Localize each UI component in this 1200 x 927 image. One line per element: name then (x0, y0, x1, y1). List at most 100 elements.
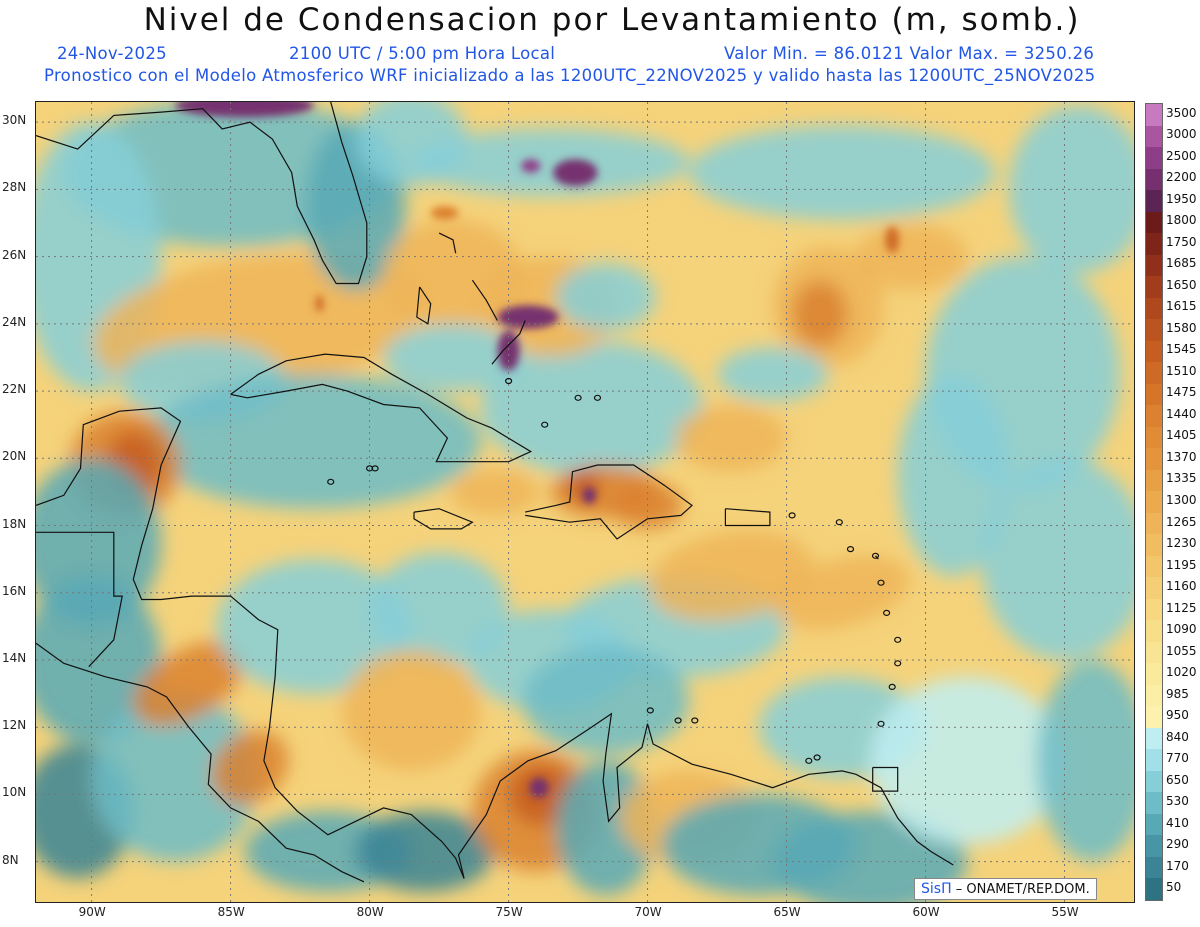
colorbar-swatch (1146, 641, 1162, 664)
coast-puerto-rico (724, 508, 771, 527)
colorbar-label: 1265 (1166, 514, 1197, 529)
colorbar-label: 1750 (1166, 234, 1197, 249)
colorbar-swatch (1146, 233, 1162, 256)
colorbar-label: 50 (1166, 880, 1182, 895)
colorbar-label: 3000 (1166, 127, 1197, 142)
colorbar-swatch (1146, 684, 1162, 707)
high-value-area (497, 305, 559, 329)
island-outline (674, 717, 682, 724)
colorbar-swatch (1146, 125, 1162, 148)
colorbar-label: 840 (1166, 729, 1189, 744)
latitude-label: 14N (2, 650, 27, 665)
colorbar-swatch (1146, 426, 1162, 449)
high-value-area (521, 159, 541, 173)
min-max-values: Valor Min. = 86.0121 Valor Max. = 3250.2… (724, 44, 1095, 63)
island-outline (593, 394, 602, 401)
coast-bahamas-1 (438, 232, 457, 254)
coast-bahamas-3 (491, 320, 526, 365)
field-area (133, 641, 245, 726)
colorbar-swatch (1146, 383, 1162, 406)
latitude-label: 8N (2, 852, 19, 867)
colorbar-label: 1230 (1166, 536, 1197, 551)
island-outline (371, 465, 379, 472)
map-canvas (36, 102, 1134, 902)
island-outline (846, 546, 855, 553)
high-value-area (315, 295, 324, 313)
forecast-date: 24-Nov-2025 (57, 44, 167, 63)
island-outline (805, 757, 813, 764)
colorbar-swatch (1146, 512, 1162, 535)
high-value-areas (175, 102, 900, 798)
colorbar-label: 1545 (1166, 342, 1197, 357)
latitude-label: 12N (2, 718, 27, 733)
high-value-area (529, 777, 549, 798)
field-area (717, 347, 829, 402)
field-area (480, 340, 704, 476)
colorbar-label: 170 (1166, 858, 1189, 873)
coastlines (36, 102, 954, 883)
sispi-logo: SisΠ (921, 881, 952, 897)
colorbar-swatch (1146, 168, 1162, 191)
high-value-area (430, 206, 459, 220)
longitude-label: 75W (495, 905, 523, 919)
colorbar-label: 1195 (1166, 557, 1197, 572)
colorbar-label: 1370 (1166, 449, 1197, 464)
field-area (383, 323, 523, 392)
longitude-label: 90W (78, 905, 106, 919)
colorbar-label: 290 (1166, 837, 1189, 852)
coast-andros (416, 286, 432, 325)
latitude-label: 18N (2, 516, 27, 531)
colorbar-swatch (1146, 598, 1162, 621)
island-outline (505, 377, 513, 385)
border-guatemala (36, 531, 123, 668)
longitude-label: 85W (217, 905, 245, 919)
island-outline (882, 609, 891, 616)
field-area (555, 263, 656, 331)
colorbar-label: 950 (1166, 708, 1189, 723)
colorbar-label: 1510 (1166, 363, 1197, 378)
field-area (355, 811, 495, 892)
field-area (792, 280, 848, 348)
latitude-label: 22N (2, 382, 27, 397)
colorbar-label: 1405 (1166, 428, 1197, 443)
colorbar-label: 2500 (1166, 148, 1197, 163)
longitude-label: 80W (356, 905, 384, 919)
island-outline (646, 707, 654, 714)
colorbar-swatch (1146, 362, 1162, 385)
colorbar-swatch (1146, 104, 1162, 126)
island-outline (327, 478, 335, 485)
field-area (648, 530, 814, 622)
island-outline (835, 519, 843, 526)
field-area (147, 374, 481, 509)
colorbar-label: 985 (1166, 686, 1189, 701)
latitude-label: 10N (2, 785, 27, 800)
graticule (36, 102, 1134, 902)
colorbar-swatch (1146, 663, 1162, 686)
island-outline (813, 754, 821, 761)
latitude-label: 30N (2, 113, 27, 128)
island-outline (541, 421, 549, 428)
colorbar-swatch (1146, 491, 1162, 514)
island-outline (574, 394, 582, 401)
colorbar-swatch (1146, 706, 1162, 729)
colorbar-label: 650 (1166, 772, 1189, 787)
colorbar-label: 1160 (1166, 579, 1197, 594)
latitude-label: 16N (2, 583, 27, 598)
colorbar-swatch (1146, 190, 1162, 213)
colorbar-swatch (1146, 770, 1162, 793)
field-area (341, 649, 481, 771)
coast-yucatan (36, 407, 465, 879)
colorbar-label: 770 (1166, 751, 1189, 766)
colorbar-swatch (1146, 276, 1162, 299)
high-value-area (553, 159, 598, 186)
coast-hispaniola (525, 464, 693, 540)
colorbar-label: 3500 (1166, 105, 1197, 120)
colorbar-label: 1950 (1166, 191, 1197, 206)
colorbar-swatch (1146, 405, 1162, 428)
colorbar-label: 1020 (1166, 665, 1197, 680)
field-area (774, 555, 910, 630)
field-area (869, 676, 1065, 845)
field-area (91, 693, 259, 862)
colorbar-swatch (1146, 534, 1162, 557)
weather-map (35, 101, 1135, 903)
